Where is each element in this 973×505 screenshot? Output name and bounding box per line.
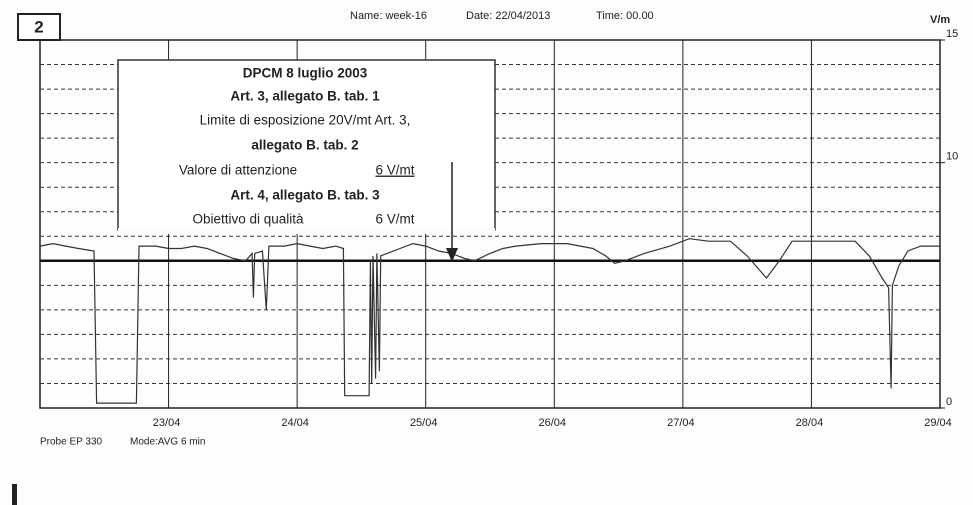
panel-label: 2 [34,17,43,36]
time: Time: 00.00 [596,10,654,22]
annotation-value: 6 V/mt [375,163,414,178]
annotation-line: allegato B. tab. 2 [251,138,358,153]
annotation-line: Valore di attenzione [179,163,297,178]
annotation-line: Limite di esposizione 20V/mt Art. 3, [200,113,411,128]
annotation: DPCM 8 luglio 2003 Art. 3, allegato B. t… [117,59,496,234]
x-tick-label: 28/04 [796,417,824,429]
data-line [39,238,940,404]
scan-mark [12,484,17,505]
x-tick-label: 27/04 [667,417,695,429]
x-tick-label: 24/04 [281,417,309,429]
x-tick-label: 23/04 [153,417,181,429]
x-tick-label: 29/04 [924,417,952,429]
y-tick-label: 0 [946,396,952,408]
annotation-line: Obiettivo di qualità [192,212,304,227]
box-cut [118,228,495,234]
annotation-line: Art. 4, allegato B. tab. 3 [230,188,380,203]
y-tick-label: 15 [946,28,958,40]
mode: Mode:AVG 6 min [130,437,205,448]
annotation-box [117,59,496,231]
arrow-head [446,248,458,262]
x-tick-label: 26/04 [539,417,567,429]
y-unit: V/m [930,14,950,26]
panel-box [17,13,61,41]
annotation-line: Art. 3, allegato B. tab. 1 [230,89,380,104]
date: Date: 22/04/2013 [466,10,550,22]
y-tick-label: 10 [946,151,958,163]
probe: Probe EP 330 [40,437,103,448]
name: Name: week-16 [350,10,427,22]
annotation-value: 6 V/mt [375,212,414,227]
annotation-line: DPCM 8 luglio 2003 [243,66,368,81]
x-tick-label: 25/04 [410,417,438,429]
